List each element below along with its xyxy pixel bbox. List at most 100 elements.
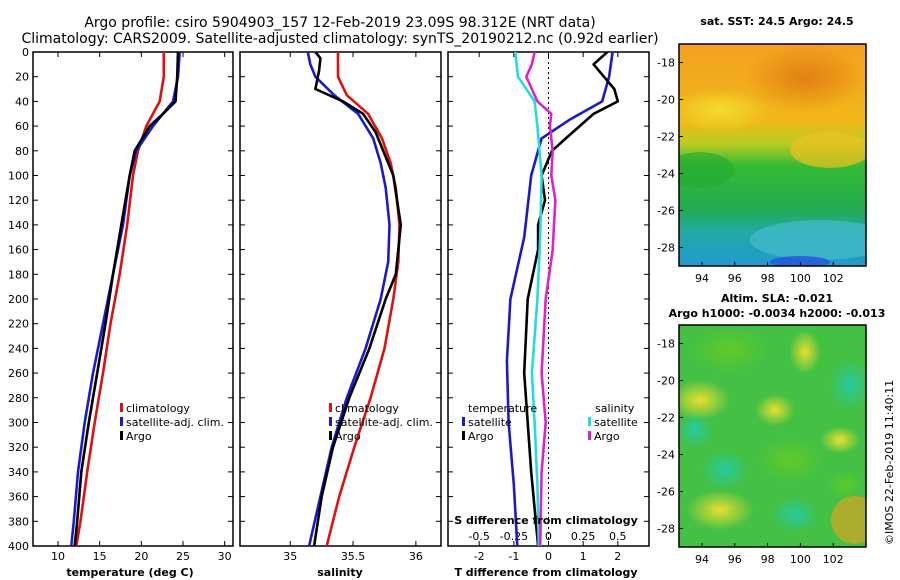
legend-swatch-t-argo (462, 431, 465, 440)
map-y-tick-label: -24 (657, 168, 675, 181)
sst-map-axes: 94 96 98 100 102 -18 -20 -22 -24 -26 -28 (657, 57, 844, 286)
legend-label-satellite: satellite-adj. clim. (335, 416, 433, 429)
x-tick-label: 10 (51, 550, 65, 563)
series-line-argo (73, 52, 180, 546)
difference-legend: temperature satellite Argo salinity sate… (462, 402, 638, 443)
s-tick-label: 0 (545, 530, 552, 543)
y-tick-label: 20 (15, 71, 29, 84)
x-tick-label: 2 (614, 550, 621, 563)
difference-chart: -2 -1 0 1 2 -0.5 -0.25 0 0.25 0.5 (448, 51, 649, 563)
x-tick-label: 20 (134, 550, 148, 563)
y-tick-label: 60 (15, 120, 29, 133)
map-y-tick-label: -22 (657, 412, 675, 425)
legend-swatch-satellite (329, 417, 332, 426)
series-line-t-argo (522, 52, 620, 546)
legend-title-temperature: temperature (468, 402, 537, 415)
y-tick-label: 120 (8, 194, 29, 207)
legend-title-salinity: salinity (595, 402, 635, 415)
x-tick-label: 25 (176, 550, 190, 563)
temperature-chart: 0 20 40 60 80 100 120 140 160 180 200 220 240 260 280 3… (8, 46, 233, 563)
temperature-legend: climatology satellite-adj. clim. Argo (120, 402, 224, 443)
map-y-tick-label: -24 (657, 449, 675, 462)
salinity-legend: climatology satellite-adj. clim. Argo (329, 402, 433, 443)
y-tick-label: 300 (8, 417, 29, 430)
imos-credit: ©IMOS 22-Feb-2019 11:40:11 (883, 380, 896, 545)
legend-swatch-t-satellite (462, 417, 465, 426)
legend-label-satellite: satellite-adj. clim. (126, 416, 224, 429)
legend-swatch-satellite (120, 417, 123, 426)
x-tick-label: 15 (93, 550, 107, 563)
x-tick-label: -2 (474, 550, 485, 563)
map-y-tick-label: -26 (657, 205, 675, 218)
t-difference-xlabel: T difference from climatology (454, 566, 637, 579)
x-tick-label: 0 (545, 550, 552, 563)
sla-map-axes: 94 96 98 100 102 -18 -20 -22 -24 -26 -28 (657, 338, 844, 567)
map-x-tick-label: 100 (790, 272, 811, 285)
y-tick-label: 180 (8, 268, 29, 281)
y-tick-label: 100 (8, 170, 29, 183)
salinity-chart: 35 35.5 36 (240, 51, 441, 563)
s-tick-label: 0.25 (571, 530, 596, 543)
series-line-climatology (75, 52, 166, 546)
s-tick-label: 0.5 (609, 530, 627, 543)
sst-map-image (679, 44, 866, 266)
map-x-tick-label: 98 (761, 272, 775, 285)
legend-label-argo: Argo (126, 430, 152, 443)
y-tick-label: 360 (8, 491, 29, 504)
map-x-tick-label: 94 (695, 553, 709, 566)
series-line-s-argo (524, 52, 557, 546)
y-tick-label: 80 (15, 145, 29, 158)
y-tick-label: 260 (8, 367, 29, 380)
legend-swatch-argo (329, 431, 332, 440)
map-y-tick-label: -22 (657, 131, 675, 144)
legend-swatch-argo (120, 431, 123, 440)
series-line-satellite-adj-clim- (306, 52, 391, 546)
x-tick-label: 35 (283, 550, 297, 563)
salinity-panel-frame (239, 51, 442, 547)
legend-label-s-argo: Argo (594, 430, 620, 443)
s-tick-label: -0.25 (500, 530, 528, 543)
map-y-tick-label: -18 (657, 57, 675, 70)
map-x-tick-label: 102 (823, 553, 844, 566)
legend-label-climatology: climatology (335, 402, 399, 415)
legend-swatch-s-argo (588, 431, 591, 440)
x-tick-label: 36 (409, 550, 423, 563)
y-tick-label: 40 (15, 95, 29, 108)
x-tick-label: 35.5 (341, 550, 366, 563)
map-y-tick-label: -20 (657, 375, 675, 388)
legend-swatch-s-satellite (588, 417, 591, 426)
map-x-tick-label: 100 (790, 553, 811, 566)
map-y-tick-label: -26 (657, 486, 675, 499)
y-tick-label: 240 (8, 342, 29, 355)
y-tick-label: 0 (22, 46, 29, 59)
series-line-s-satellite (513, 52, 543, 546)
map-x-tick-label: 94 (695, 272, 709, 285)
sla-map-frame (678, 324, 867, 548)
y-tick-label: 200 (8, 293, 29, 306)
salinity-xlabel: salinity (317, 566, 363, 579)
legend-label-climatology: climatology (126, 402, 190, 415)
map-x-tick-label: 98 (761, 553, 775, 566)
figure-title-line2: Climatology: CARS2009. Satellite-adjuste… (21, 31, 658, 47)
legend-label-t-argo: Argo (468, 430, 494, 443)
temperature-xlabel: temperature (deg C) (66, 566, 193, 579)
s-tick-label: -0.5 (468, 530, 489, 543)
y-tick-label: 160 (8, 244, 29, 257)
s-difference-label: S difference from climatology (454, 514, 638, 527)
figure-title-line1: Argo profile: csiro 5904903_157 12-Feb-2… (84, 15, 595, 31)
legend-label-s-satellite: satellite (594, 416, 638, 429)
legend-swatch-climatology (120, 403, 123, 412)
y-tick-label: 280 (8, 392, 29, 405)
x-tick-label: -1 (508, 550, 519, 563)
sla-map-image (679, 325, 866, 547)
map-y-tick-label: -20 (657, 94, 675, 107)
series-line-t-satellite (505, 52, 614, 546)
y-tick-label: 340 (8, 466, 29, 479)
legend-label-argo: Argo (335, 430, 361, 443)
y-tick-label: 380 (8, 515, 29, 528)
legend-swatch-climatology (329, 403, 332, 412)
x-tick-label: 1 (580, 550, 587, 563)
sst-map-title: sat. SST: 24.5 Argo: 24.5 (700, 15, 853, 28)
y-tick-label: 140 (8, 219, 29, 232)
